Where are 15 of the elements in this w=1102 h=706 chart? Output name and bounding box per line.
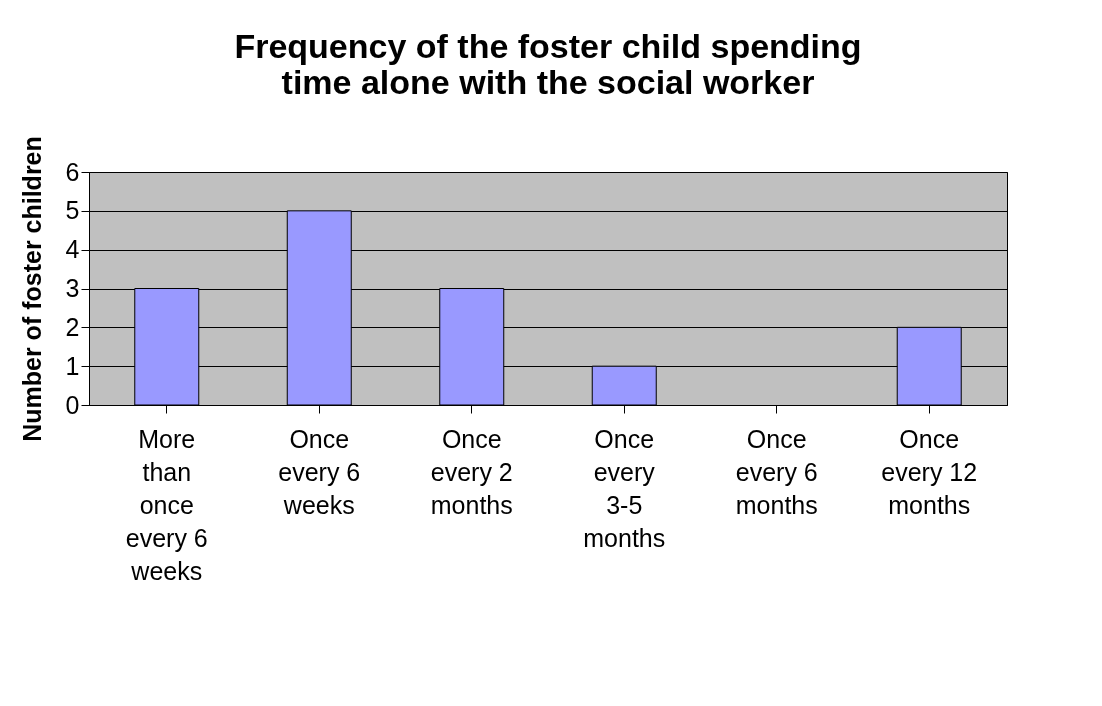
- y-tick-label: 3: [65, 274, 80, 302]
- x-tick-label: Once every 2 months: [430, 424, 513, 519]
- y-tick-label: 5: [65, 196, 80, 225]
- x-tick-label: Once every 12 months: [881, 424, 978, 519]
- y-tick-label: 0: [65, 390, 80, 419]
- y-tick-label: 6: [65, 157, 80, 186]
- x-tick-label: More than once every 6 weeks: [125, 424, 208, 585]
- y-tick-label: 1: [65, 351, 80, 380]
- y-tick-label: 4: [65, 235, 80, 264]
- y-axis-title: Number of foster children: [17, 136, 46, 442]
- chart-title: Frequency of the foster child spending time alone with the social worker: [234, 26, 862, 101]
- y-tick-label: 2: [65, 312, 80, 341]
- x-tick-label: Once every 3-5 months: [583, 424, 666, 552]
- x-tick-label: Once every 6 weeks: [278, 424, 361, 519]
- x-tick-label: Once every 6 months: [735, 424, 818, 519]
